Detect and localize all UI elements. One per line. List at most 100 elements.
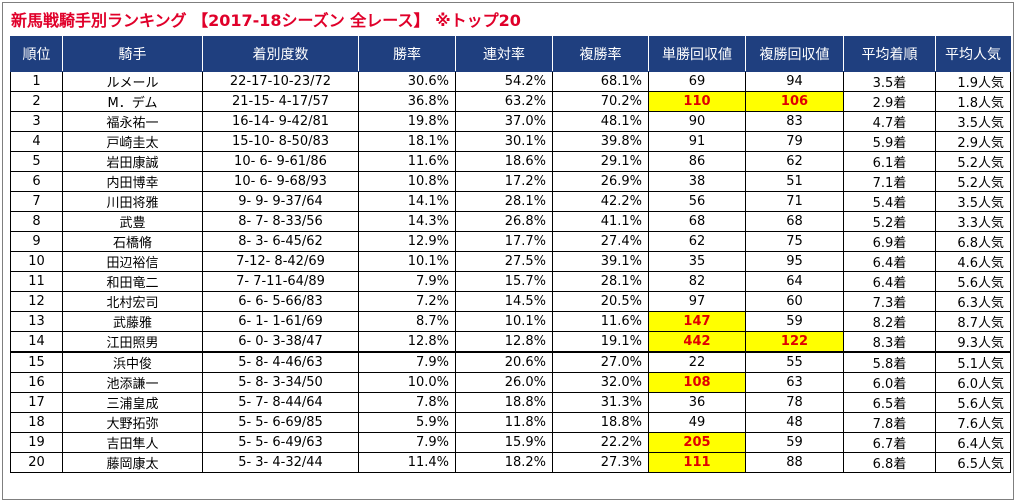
cell-record: 5- 5- 6-69/85: [202, 412, 359, 433]
cell-place-return: 88: [745, 452, 844, 473]
cell-rank: 19: [10, 432, 63, 453]
cell-avg-popularity: 6.5人気: [935, 452, 1011, 473]
cell-rank: 11: [10, 271, 63, 292]
cell-avg-finish: 5.8着: [843, 351, 936, 373]
cell-avg-popularity: 5.6人気: [935, 392, 1011, 413]
cell-rank: 2: [10, 91, 63, 112]
cell-jockey: 田辺裕信: [62, 251, 203, 272]
table-row: 8 武豊 8- 7- 8-33/56 14.3% 26.8% 41.1% 68 68 5.2着 3…: [10, 211, 1011, 232]
cell-win-return: 205: [648, 432, 746, 453]
table-row: 4 戸崎圭太 15-10- 8-50/83 18.1% 30.1% 39.8% 91 79 5.…: [10, 131, 1011, 152]
cell-avg-finish: 7.8着: [843, 412, 936, 433]
cell-record: 5- 8- 3-34/50: [202, 372, 359, 393]
cell-place-return: 48: [745, 412, 844, 433]
cell-place-rate: 48.1%: [552, 111, 649, 132]
table-row: 14 江田照男 6- 0- 3-38/47 12.8% 12.8% 19.1% 442 122…: [10, 331, 1011, 353]
cell-place-rate: 39.1%: [552, 251, 649, 272]
cell-avg-finish: 2.9着: [843, 91, 936, 112]
cell-avg-popularity: 7.6人気: [935, 412, 1011, 433]
cell-rank: 7: [10, 191, 63, 212]
cell-win-return: 56: [648, 191, 746, 212]
cell-rank: 18: [10, 412, 63, 433]
cell-place-rate: 31.3%: [552, 392, 649, 413]
cell-quinella-rate: 15.9%: [455, 432, 553, 453]
table-row: 20 藤岡康太 5- 3- 4-32/44 11.4% 18.2% 27.3% 111 88 6…: [10, 452, 1011, 473]
cell-rank: 12: [10, 291, 63, 312]
cell-avg-finish: 6.5着: [843, 392, 936, 413]
cell-jockey: 江田照男: [62, 331, 203, 353]
cell-place-rate: 18.8%: [552, 412, 649, 433]
cell-record: 10- 6- 9-68/93: [202, 171, 359, 192]
cell-avg-popularity: 9.3人気: [935, 331, 1011, 353]
cell-rank: 17: [10, 392, 63, 413]
cell-jockey: 池添謙一: [62, 372, 203, 393]
cell-place-return: 64: [745, 271, 844, 292]
cell-record: 8- 7- 8-33/56: [202, 211, 359, 232]
cell-place-return: 122: [745, 331, 844, 353]
cell-avg-popularity: 3.5人気: [935, 191, 1011, 212]
cell-jockey: 武藤雅: [62, 311, 203, 332]
cell-avg-finish: 6.4着: [843, 251, 936, 272]
cell-avg-finish: 6.4着: [843, 271, 936, 292]
cell-rank: 10: [10, 251, 63, 272]
table-row: 7 川田将雅 9- 9- 9-37/64 14.1% 28.1% 42.2% 56 71 5.4…: [10, 191, 1011, 212]
cell-win-rate: 11.4%: [358, 452, 456, 473]
cell-record: 22-17-10-23/72: [202, 71, 359, 92]
cell-win-return: 111: [648, 452, 746, 473]
cell-place-return: 62: [745, 151, 844, 172]
cell-rank: 4: [10, 131, 63, 152]
cell-win-return: 49: [648, 412, 746, 433]
cell-avg-finish: 6.1着: [843, 151, 936, 172]
cell-jockey: 大野拓弥: [62, 412, 203, 433]
cell-avg-popularity: 5.2人気: [935, 171, 1011, 192]
cell-record: 6- 1- 1-61/69: [202, 311, 359, 332]
cell-place-rate: 27.3%: [552, 452, 649, 473]
cell-record: 6- 0- 3-38/47: [202, 331, 359, 353]
cell-win-return: 69: [648, 71, 746, 92]
cell-record: 5- 3- 4-32/44: [202, 452, 359, 473]
cell-quinella-rate: 26.0%: [455, 372, 553, 393]
table-header-row: 順位 騎手 着別度数 勝率 連対率 複勝率 単勝回収値 複勝回収値 平均着順 平…: [10, 36, 1011, 72]
cell-win-rate: 19.8%: [358, 111, 456, 132]
cell-place-return: 55: [745, 351, 844, 373]
cell-jockey: 岩田康誠: [62, 151, 203, 172]
table-row: 15 浜中俊 5- 8- 4-46/63 7.9% 20.6% 27.0% 22 55 5.8着…: [10, 351, 1011, 373]
cell-avg-popularity: 6.4人気: [935, 432, 1011, 453]
cell-place-return: 59: [745, 311, 844, 332]
cell-quinella-rate: 14.5%: [455, 291, 553, 312]
header-avg-finish: 平均着順: [843, 36, 936, 72]
cell-place-rate: 29.1%: [552, 151, 649, 172]
cell-record: 5- 8- 4-46/63: [202, 351, 359, 373]
cell-jockey: 戸崎圭太: [62, 131, 203, 152]
cell-quinella-rate: 18.8%: [455, 392, 553, 413]
cell-win-return: 108: [648, 372, 746, 393]
cell-avg-finish: 6.8着: [843, 452, 936, 473]
cell-jockey: 福永祐一: [62, 111, 203, 132]
table-row: 5 岩田康誠 10- 6- 9-61/86 11.6% 18.6% 29.1% 86 62 6.…: [10, 151, 1011, 172]
cell-place-rate: 26.9%: [552, 171, 649, 192]
cell-win-rate: 10.1%: [358, 251, 456, 272]
cell-win-rate: 12.9%: [358, 231, 456, 252]
cell-win-rate: 36.8%: [358, 91, 456, 112]
cell-win-return: 147: [648, 311, 746, 332]
cell-place-rate: 32.0%: [552, 372, 649, 393]
cell-record: 15-10- 8-50/83: [202, 131, 359, 152]
cell-jockey: 吉田隼人: [62, 432, 203, 453]
cell-avg-popularity: 1.9人気: [935, 71, 1011, 92]
cell-quinella-rate: 27.5%: [455, 251, 553, 272]
cell-avg-popularity: 4.6人気: [935, 251, 1011, 272]
cell-avg-popularity: 5.1人気: [935, 351, 1011, 373]
cell-jockey: 川田将雅: [62, 191, 203, 212]
cell-place-return: 79: [745, 131, 844, 152]
cell-jockey: 和田竜二: [62, 271, 203, 292]
cell-place-rate: 27.0%: [552, 351, 649, 373]
cell-win-rate: 11.6%: [358, 151, 456, 172]
cell-record: 7- 7-11-64/89: [202, 271, 359, 292]
cell-record: 10- 6- 9-61/86: [202, 151, 359, 172]
cell-win-return: 442: [648, 331, 746, 353]
header-avg-popularity: 平均人気: [935, 36, 1011, 72]
cell-place-rate: 70.2%: [552, 91, 649, 112]
cell-place-rate: 28.1%: [552, 271, 649, 292]
table-row: 2 M．デム 21-15- 4-17/57 36.8% 63.2% 70.2% 110 106…: [10, 91, 1011, 112]
cell-avg-popularity: 5.6人気: [935, 271, 1011, 292]
